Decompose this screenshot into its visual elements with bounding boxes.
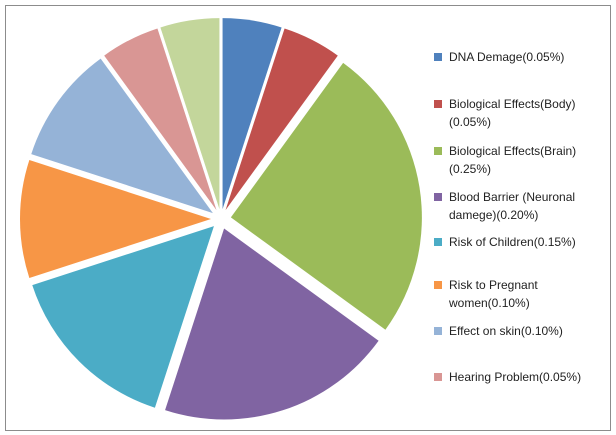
legend-item: Risk of Children(0.15%) — [434, 233, 607, 251]
legend-swatch — [434, 238, 442, 246]
legend-item: Effect on skin(0.10%) — [434, 322, 607, 340]
legend-swatch — [434, 373, 442, 381]
pie-slice-8 — [104, 28, 217, 211]
legend-item: DNA Demage(0.05%) — [434, 48, 607, 66]
pie-slice-2 — [225, 28, 338, 211]
pie-slice-9 — [160, 18, 220, 210]
legend-swatch — [434, 193, 442, 201]
pie-slice-3 — [230, 62, 422, 330]
legend-swatch — [434, 100, 442, 108]
pie-slices — [19, 18, 422, 420]
pie-slice-5 — [32, 226, 214, 408]
legend-label: Effect on skin(0.10%) — [449, 324, 563, 338]
legend-item: Blood Barrier (Neuronal damege)(0.20%) — [434, 188, 607, 224]
legend-swatch — [434, 53, 442, 61]
legend-swatch — [434, 327, 442, 335]
legend-label: Biological Effects(Body)(0.05%) — [449, 97, 576, 129]
pie-slice-1 — [222, 18, 282, 210]
legend-label: Biological Effects(Brain)(0.25%) — [449, 144, 577, 176]
legend-item: Risk to Pregnant women(0.10%) — [434, 276, 607, 312]
pie-slice-4 — [165, 228, 379, 420]
legend-item: Biological Effects(Brain)(0.25%) — [434, 142, 607, 178]
legend-swatch — [434, 147, 442, 155]
legend-label: Blood Barrier (Neuronal damege)(0.20%) — [449, 190, 576, 222]
legend-label: DNA Demage(0.05%) — [449, 50, 565, 64]
pie-slice-6 — [19, 159, 211, 279]
legend-item: Hearing Problem(0.05%) — [434, 368, 607, 386]
pie-slice-7 — [31, 58, 213, 214]
legend-label: Hearing Problem(0.05%) — [449, 370, 582, 384]
legend-label: Risk of Children(0.15%) — [449, 235, 576, 249]
legend-label: Risk to Pregnant women(0.10%) — [449, 278, 538, 310]
legend-swatch — [434, 281, 442, 289]
legend-item: Biological Effects(Body)(0.05%) — [434, 95, 607, 131]
